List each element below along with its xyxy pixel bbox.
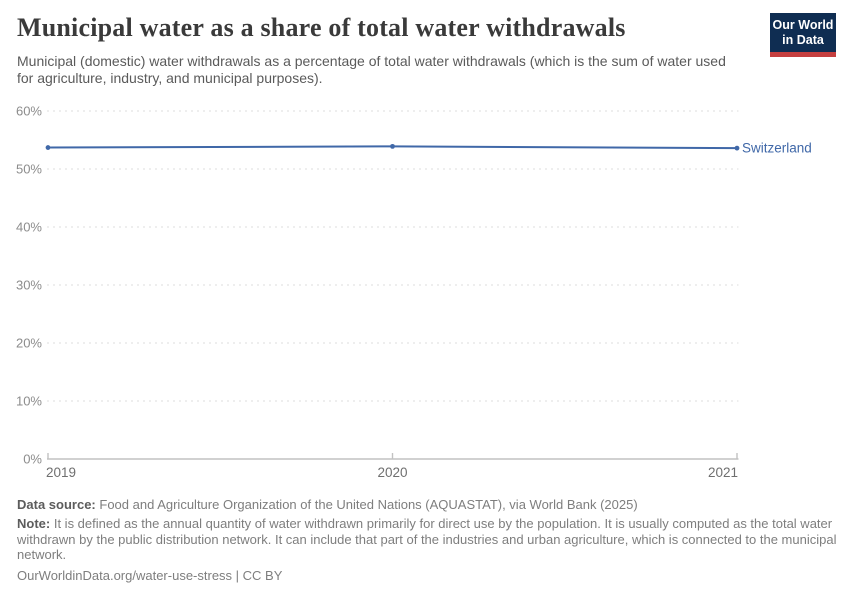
y-axis-label: 30% [16,278,42,293]
chart-title: Municipal water as a share of total wate… [17,13,626,42]
x-axis-label: 2021 [708,465,738,480]
owid-logo-line1: Our World [772,18,834,32]
x-axis-label: 2019 [46,465,76,480]
y-axis-label: 20% [16,336,42,351]
data-point [390,143,395,149]
y-axis-label: 50% [16,162,42,177]
owid-logo-line2: in Data [782,33,824,47]
note-text: It is defined as the annual quantity of … [17,516,837,562]
y-axis-label: 0% [23,452,42,467]
data-source-label: Data source: [17,497,96,512]
data-source-line: Data source: Food and Agriculture Organi… [17,497,837,512]
y-axis-label: 40% [16,220,42,235]
citation: OurWorldinData.org/water-use-stress | CC… [17,568,283,583]
y-axis-label: 10% [16,394,42,409]
y-axis-label: 60% [16,104,42,119]
owid-logo: Our World in Data [770,13,836,57]
note-label: Note: [17,516,51,531]
data-source-text: Food and Agriculture Organization of the… [99,497,638,512]
data-point [45,145,51,150]
note-line: Note: It is defined as the annual quanti… [17,516,837,563]
data-point [734,145,740,151]
series-label: Switzerland [742,141,812,156]
x-axis-label: 2020 [377,465,407,480]
chart-subtitle: Municipal (domestic) water withdrawals a… [17,53,726,86]
